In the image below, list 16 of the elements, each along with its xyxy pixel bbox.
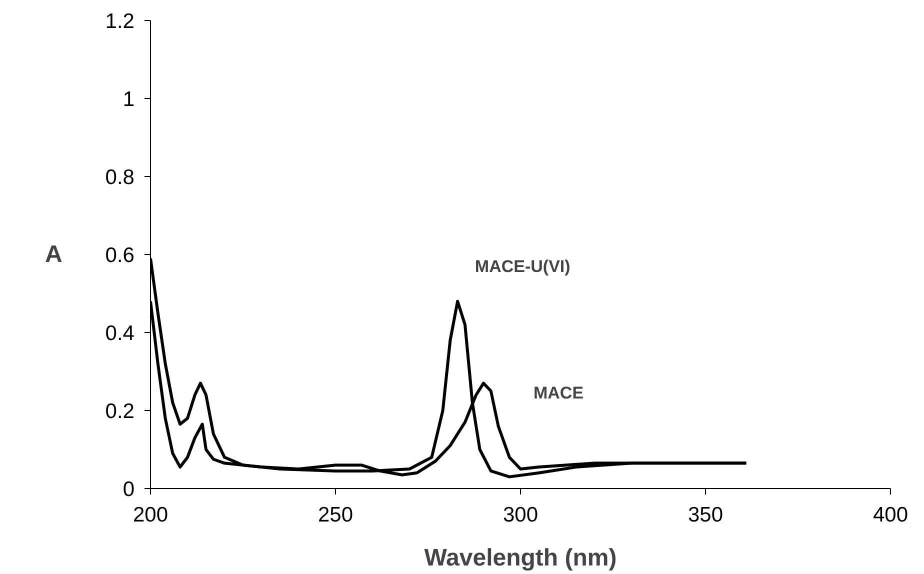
text: MACE xyxy=(533,384,584,403)
x-tick-label: 250 xyxy=(318,504,354,526)
x-tick-label: 400 xyxy=(872,504,908,526)
y-tick-label: 0.8 xyxy=(105,166,135,189)
x-tick-label: 300 xyxy=(502,504,538,526)
y-tick-label: 0.2 xyxy=(105,400,135,423)
y-tick-label: 0.4 xyxy=(105,322,135,345)
y-tick-label: 0.6 xyxy=(105,244,135,267)
x-axis-title: Wavelength (nm) xyxy=(424,544,617,572)
x-tick-label: 350 xyxy=(688,504,724,526)
x-tick-label: 200 xyxy=(132,504,168,526)
y-axis-title: A xyxy=(44,241,62,268)
y-tick-label: 0 xyxy=(122,478,135,501)
y-tick-label: 1 xyxy=(122,88,135,111)
series-label: MACE-U(VI) xyxy=(474,256,570,276)
y-tick-label: 1.2 xyxy=(105,10,135,33)
